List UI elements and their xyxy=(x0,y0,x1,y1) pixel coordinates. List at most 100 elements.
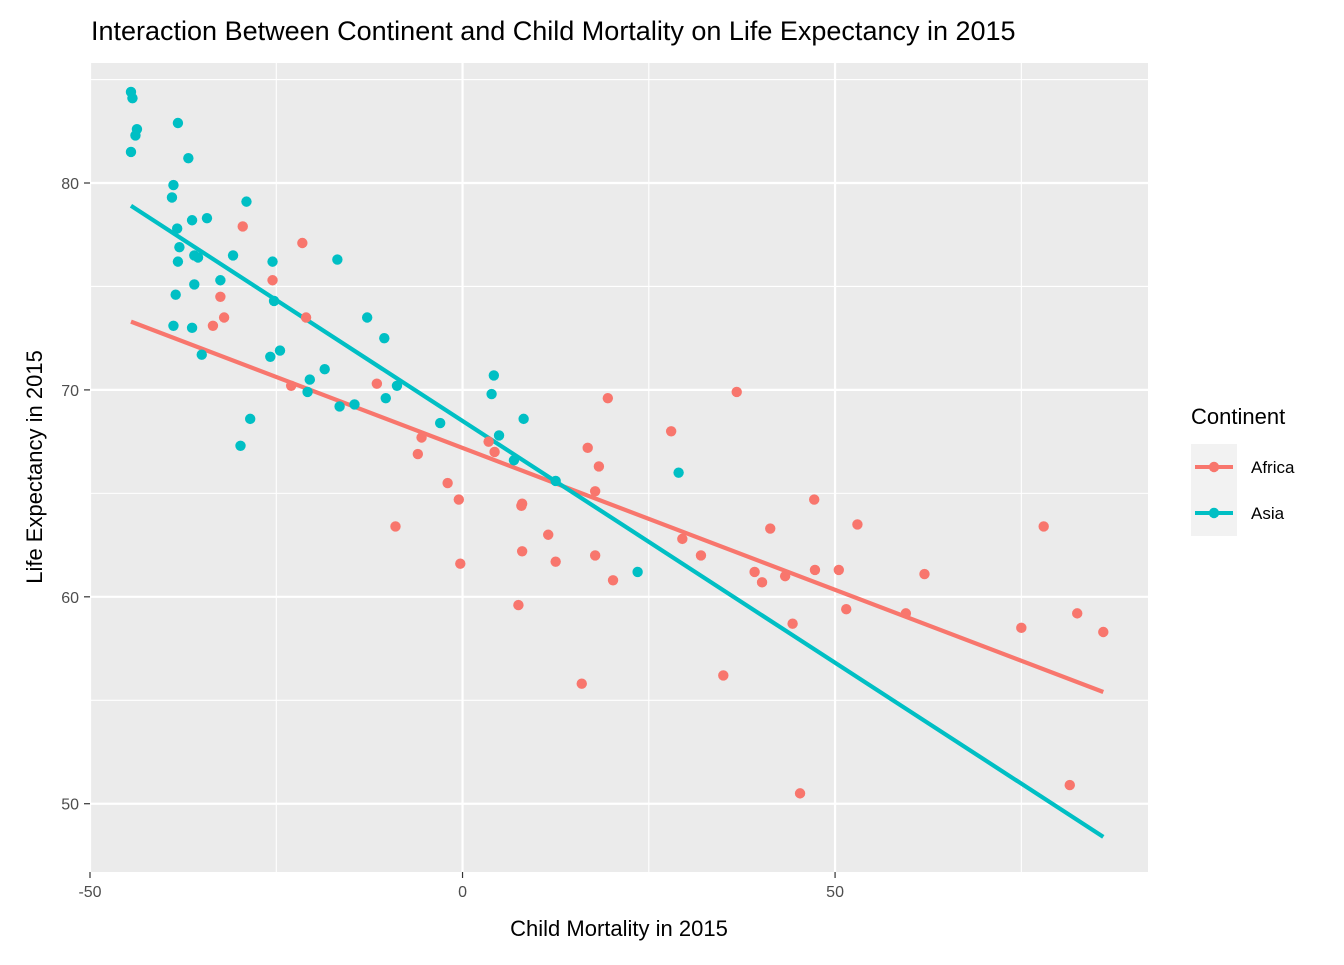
point-asia xyxy=(168,179,179,191)
point-asia xyxy=(186,322,198,334)
point-asia xyxy=(332,254,343,265)
point-asia xyxy=(168,320,179,331)
point-asia xyxy=(265,351,276,363)
point-africa xyxy=(1064,779,1075,791)
point-africa xyxy=(779,570,791,582)
point-africa xyxy=(237,221,248,232)
point-africa xyxy=(589,486,601,497)
point-asia xyxy=(215,275,226,286)
point-asia xyxy=(130,130,141,141)
y-axis-title: Life Expectancy in 2015 xyxy=(22,350,47,584)
point-africa xyxy=(390,521,401,532)
point-asia xyxy=(361,312,373,323)
point-africa xyxy=(607,575,619,586)
point-asia xyxy=(349,399,360,410)
point-asia xyxy=(632,566,643,578)
y-tick-label: 80 xyxy=(61,176,79,193)
point-asia xyxy=(488,370,500,381)
point-africa xyxy=(765,523,776,534)
y-tick-label: 50 xyxy=(61,797,79,814)
point-africa xyxy=(756,577,768,588)
y-axis-ticks: 50 60 70 80 xyxy=(61,176,90,814)
point-asia xyxy=(268,295,280,307)
point-africa xyxy=(489,446,500,458)
point-asia xyxy=(379,332,390,344)
point-africa xyxy=(677,533,688,545)
point-africa xyxy=(207,320,219,331)
point-africa xyxy=(794,788,806,799)
y-tick-label: 60 xyxy=(61,590,79,607)
point-africa xyxy=(267,275,278,286)
point-africa xyxy=(483,436,494,447)
point-asia xyxy=(244,413,256,425)
point-asia xyxy=(550,475,561,487)
point-africa xyxy=(1038,521,1049,532)
point-africa xyxy=(589,550,601,561)
point-africa xyxy=(455,558,466,569)
point-africa xyxy=(749,566,760,578)
point-africa xyxy=(550,556,561,567)
grid-minor xyxy=(90,63,1148,872)
point-asia xyxy=(192,252,204,263)
point-africa xyxy=(576,678,587,689)
point-africa xyxy=(453,494,465,505)
point-asia xyxy=(196,349,207,360)
point-africa xyxy=(809,564,821,576)
point-africa xyxy=(285,380,297,391)
point-asia xyxy=(304,374,315,385)
point-africa xyxy=(543,529,554,540)
point-asia xyxy=(380,392,391,404)
point-africa xyxy=(300,312,312,323)
point-asia xyxy=(274,345,286,356)
x-axis-title: Child Mortality in 2015 xyxy=(510,916,728,941)
point-africa xyxy=(215,291,226,303)
point-asia xyxy=(172,256,184,267)
x-tick-label: 50 xyxy=(826,884,844,901)
point-asia xyxy=(170,289,181,300)
point-africa xyxy=(593,461,605,472)
point-africa xyxy=(900,608,912,619)
legend-key-dot-asia xyxy=(1208,507,1220,519)
point-africa xyxy=(582,442,593,454)
point-africa xyxy=(718,670,729,681)
point-africa xyxy=(833,564,844,576)
point-asia xyxy=(302,386,313,398)
point-africa xyxy=(852,519,863,530)
point-asia xyxy=(174,241,185,253)
legend-key-dot-africa xyxy=(1208,461,1220,473)
point-africa xyxy=(1072,608,1083,619)
point-africa xyxy=(841,604,852,615)
point-asia xyxy=(127,92,138,104)
point-asia xyxy=(201,212,213,224)
legend: Continent Africa Asia xyxy=(1191,404,1295,536)
x-tick-label: 0 xyxy=(458,884,467,901)
point-africa xyxy=(516,500,527,511)
x-tick-label: -50 xyxy=(78,884,101,901)
point-africa xyxy=(412,448,424,460)
point-africa xyxy=(416,432,427,443)
point-africa xyxy=(1016,622,1027,634)
point-asia xyxy=(189,279,200,290)
point-africa xyxy=(218,312,230,323)
legend-label-africa: Africa xyxy=(1251,458,1295,477)
data-points xyxy=(125,86,1109,799)
legend-title: Continent xyxy=(1191,404,1285,429)
point-africa xyxy=(602,392,614,404)
point-africa xyxy=(516,546,528,557)
plot-panel xyxy=(90,63,1148,872)
point-asia xyxy=(172,117,184,129)
point-asia xyxy=(171,223,183,234)
point-asia xyxy=(486,388,497,400)
legend-label-asia: Asia xyxy=(1251,504,1285,523)
point-asia xyxy=(319,364,330,375)
point-africa xyxy=(787,618,798,629)
point-africa xyxy=(731,386,742,398)
point-africa xyxy=(665,426,677,437)
point-africa xyxy=(809,494,820,505)
point-asia xyxy=(227,250,239,261)
point-africa xyxy=(513,599,524,611)
point-africa xyxy=(442,477,453,489)
point-asia xyxy=(518,413,529,425)
point-asia xyxy=(508,455,520,466)
